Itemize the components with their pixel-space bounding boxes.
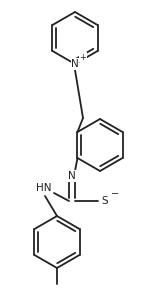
Text: N: N bbox=[68, 171, 76, 181]
Text: N: N bbox=[71, 59, 79, 69]
Text: HN: HN bbox=[36, 183, 52, 193]
Text: −: − bbox=[111, 189, 119, 199]
Text: S: S bbox=[102, 196, 108, 206]
Text: +: + bbox=[80, 53, 87, 61]
